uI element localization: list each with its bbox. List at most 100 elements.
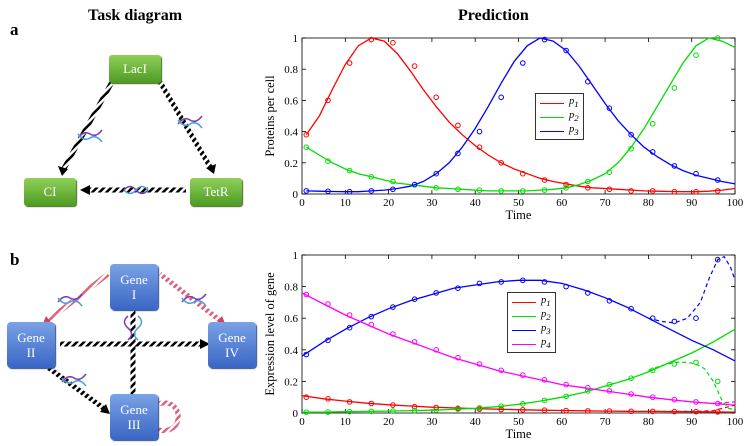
chart-a-marker-p3 (649, 149, 656, 155)
legend-b: p1 p2 p3 p4 (507, 292, 556, 353)
legend-b-p4-line (512, 343, 536, 345)
dna-icon (123, 185, 149, 195)
chart-b-marker-p2 (325, 409, 331, 415)
chart-a-xtick-label: 60 (556, 197, 568, 209)
chart-b-marker-p3 (693, 315, 699, 322)
legend-b-p4-label: p4 (541, 337, 551, 351)
chart-a-series-p3 (306, 37, 736, 193)
chart-a-marker-p3 (714, 177, 721, 183)
chart-b-marker-p2 (368, 408, 375, 415)
legend-sub: 2 (546, 312, 551, 323)
chart-b-marker-p2 (433, 407, 440, 413)
chart-b-marker-p2 (390, 408, 396, 414)
node-ci: CI (24, 178, 76, 206)
legend-b-p3-label: p3 (541, 323, 551, 337)
chart-b-marker-p3 (585, 290, 591, 296)
chart-b-p1-dashed (648, 404, 736, 412)
chart-b-marker-p4 (346, 312, 353, 318)
dna-icon (123, 315, 143, 341)
chart-b-marker-p4 (476, 361, 483, 367)
chart-b-marker-p2 (346, 408, 353, 415)
chart-b-marker-p2 (606, 381, 613, 388)
chart-b-marker-p4 (671, 396, 678, 403)
chart-a-ytick-label: 1 (293, 33, 299, 45)
chart-a-marker-p1 (411, 63, 418, 69)
chart-a-xtick-label: 0 (299, 197, 305, 209)
chart-a-marker-p1 (606, 186, 613, 193)
chart-b-marker-p2 (520, 401, 526, 407)
chart-a-ytick-label: 0.6 (284, 95, 298, 107)
chart-b-marker-p3 (455, 285, 461, 292)
chart-b-ytick-label: 0.6 (284, 313, 298, 325)
panel-label-a: a (10, 20, 19, 39)
node-gene-3: Gene III (110, 394, 158, 440)
legend-a: p1 p2 p3 (535, 93, 584, 140)
node-laci: LacI (109, 55, 161, 83)
chart-a-marker-p2 (563, 185, 569, 191)
chart-b-marker-p4 (303, 291, 310, 298)
node-gene-3-word: Gene (120, 402, 148, 417)
legend-b-p2-line (512, 315, 536, 317)
chart-a-xtick-label: 80 (643, 197, 655, 209)
dna-icon (57, 293, 83, 307)
chart-a-xlabel: Time (506, 208, 532, 222)
chart-b-marker-p4 (455, 354, 461, 361)
chart-a-marker-p2 (498, 188, 505, 194)
chart-a-ytick-label: 0.8 (284, 64, 298, 76)
dna-icon (61, 373, 87, 387)
chart-b-ytick-label: 0.4 (284, 345, 298, 357)
right-heading: Prediction (458, 7, 529, 24)
chart-a-marker-p2 (520, 188, 526, 194)
chart-a-marker-p2 (390, 178, 396, 185)
legend-a-p1-line (540, 102, 564, 104)
chart-b-marker-p1 (325, 396, 331, 402)
chart-a-marker-p1 (714, 188, 721, 194)
node-gene-1-numeral: I (131, 287, 137, 302)
arrow-laci-to-ci (58, 80, 115, 176)
chart-b-marker-p3 (368, 313, 375, 320)
chart-a-marker-p2 (476, 187, 483, 193)
chart-a-marker-p3 (455, 150, 461, 157)
chart-a-marker-p3 (368, 188, 375, 194)
chart-b-xtick-label: 50 (513, 416, 525, 428)
legend-a-p3: p3 (540, 124, 579, 138)
chart-a-ytick-label: 0 (293, 189, 299, 201)
chart-a-marker-p3 (693, 170, 699, 177)
chart-a-marker-p2 (303, 144, 310, 150)
chart-a-marker-p2 (346, 167, 353, 174)
chart-b-marker-p3 (563, 283, 569, 290)
chart-a-marker-p3 (585, 78, 591, 85)
chart-b-marker-p2 (714, 378, 721, 385)
chart-b-marker-p1 (411, 403, 418, 410)
chart-a-marker-p2 (628, 146, 634, 152)
legend-sub: 3 (574, 127, 579, 138)
chart-b-xtick-label: 60 (556, 416, 568, 428)
legend-a-p2-line (540, 116, 564, 118)
chart-b-marker-p3 (411, 296, 418, 303)
chart-b-marker-p1 (649, 408, 656, 415)
chart-a-marker-p3 (390, 186, 396, 193)
chart-b-marker-p4 (628, 391, 634, 397)
chart-b-marker-p4 (411, 339, 418, 345)
legend-a-p1-label: p1 (569, 96, 579, 110)
chart-b-marker-p1 (628, 408, 634, 415)
chart-b-marker-p4 (693, 399, 699, 405)
chart-b-marker-p3 (520, 277, 526, 284)
chart-b-p4-dashed (648, 396, 736, 405)
legend-a-p3-line (540, 130, 564, 132)
node-gene-3-numeral: III (127, 417, 141, 432)
chart-b-xtick-label: 70 (600, 416, 612, 428)
chart-a-marker-p1 (649, 188, 656, 194)
chart-b-marker-p4 (390, 331, 396, 337)
chart-a-marker-p1 (585, 185, 591, 191)
chart-a-marker-p3 (346, 188, 353, 195)
chart-b-marker-p3 (498, 279, 505, 285)
legend-sub: 3 (546, 326, 551, 337)
chart-a-xtick-label: 90 (686, 197, 698, 209)
chart-b-marker-p1 (368, 400, 375, 407)
legend-a-p2-label: p2 (569, 110, 579, 124)
chart-b-marker-p2 (455, 406, 461, 413)
node-tetr: TetR (190, 178, 242, 206)
